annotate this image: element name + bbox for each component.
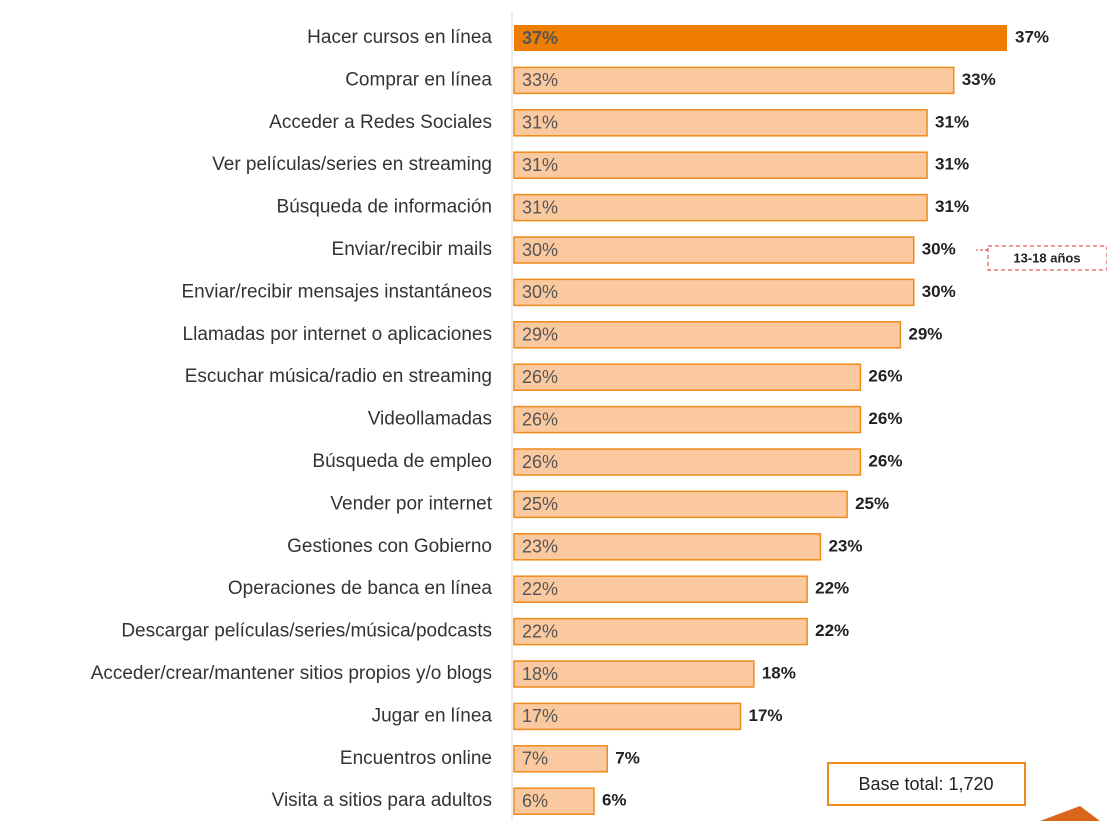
value-label: 33% xyxy=(962,70,996,89)
value-label: 17% xyxy=(749,706,783,725)
bar-inner-label: 22% xyxy=(522,579,558,599)
category-label: Acceder a Redes Sociales xyxy=(269,112,492,133)
bar-inner-label: 30% xyxy=(522,282,558,302)
callout-text: 13-18 años xyxy=(1013,250,1080,265)
bar xyxy=(513,151,928,179)
bar xyxy=(513,405,862,434)
value-label: 31% xyxy=(935,197,969,216)
bar-inner-label: 25% xyxy=(522,494,558,514)
category-label: Encuentros online xyxy=(340,748,492,769)
bar xyxy=(513,745,609,773)
bar xyxy=(513,533,822,561)
value-label: 37% xyxy=(1015,27,1049,46)
bar-inner-label: 37% xyxy=(522,28,558,48)
category-label: Enviar/recibir mails xyxy=(332,239,492,260)
bar-inner-label: 22% xyxy=(522,621,558,641)
bar-inner-label: 31% xyxy=(522,155,558,175)
value-label: 31% xyxy=(935,155,969,174)
value-label: 22% xyxy=(815,621,849,640)
bar-inner-label: 26% xyxy=(522,452,558,472)
bar xyxy=(513,617,808,646)
bar-inner-label: 6% xyxy=(522,791,548,811)
category-label: Operaciones de banca en línea xyxy=(228,578,493,599)
bar-inner-label: 26% xyxy=(522,367,558,387)
bar-inner-label: 23% xyxy=(522,537,558,557)
value-label: 7% xyxy=(615,748,640,767)
category-label: Jugar en línea xyxy=(372,705,493,726)
bar xyxy=(513,660,755,688)
category-label: Comprar en línea xyxy=(345,69,492,90)
category-label: Videollamadas xyxy=(368,409,492,430)
bar-inner-label: 31% xyxy=(522,197,558,217)
bar xyxy=(513,321,902,349)
value-label: 25% xyxy=(855,494,889,513)
bar xyxy=(513,787,595,815)
callout-box xyxy=(987,245,1107,271)
value-label: 22% xyxy=(815,579,849,598)
value-label: 18% xyxy=(762,663,796,682)
category-label: Vender por internet xyxy=(330,493,492,514)
bar xyxy=(513,490,848,519)
value-label: 29% xyxy=(908,324,942,343)
category-label: Gestiones con Gobierno xyxy=(287,536,492,557)
value-label: 23% xyxy=(828,536,862,555)
value-label: 26% xyxy=(868,367,902,386)
bar xyxy=(514,25,1007,51)
bar xyxy=(513,109,928,137)
value-label: 26% xyxy=(868,451,902,470)
category-label: Descargar películas/series/música/podcas… xyxy=(121,621,492,642)
value-label: 30% xyxy=(922,282,956,301)
bar xyxy=(513,702,742,731)
category-label: Visita a sitios para adultos xyxy=(272,790,492,811)
category-label: Enviar/recibir mensajes instantáneos xyxy=(182,281,493,302)
value-label: 31% xyxy=(935,112,969,131)
bar-inner-label: 18% xyxy=(522,664,558,684)
bar-inner-label: 30% xyxy=(522,240,558,260)
value-label: 6% xyxy=(602,791,627,810)
value-label: 30% xyxy=(922,239,956,258)
value-label: 26% xyxy=(868,409,902,428)
bar-inner-label: 31% xyxy=(522,113,558,133)
bar-inner-label: 17% xyxy=(522,706,558,726)
bar xyxy=(513,363,862,391)
bar-inner-label: 29% xyxy=(522,325,558,345)
category-label: Búsqueda de información xyxy=(277,197,492,218)
bar xyxy=(513,193,928,222)
decoration xyxy=(1040,806,1100,821)
category-label: Hacer cursos en línea xyxy=(307,27,492,48)
bar-inner-label: 33% xyxy=(522,70,558,90)
bar xyxy=(513,66,955,95)
category-label: Llamadas por internet o aplicaciones xyxy=(183,324,492,345)
category-label: Acceder/crear/mantener sitios propios y/… xyxy=(91,663,492,684)
category-label: Ver películas/series en streaming xyxy=(212,154,492,175)
base-box xyxy=(827,762,1026,806)
bar xyxy=(513,575,808,603)
bar xyxy=(513,278,915,307)
bar-inner-label: 26% xyxy=(522,409,558,429)
bar-inner-label: 7% xyxy=(522,749,548,769)
base-note: Base total: 1,720 xyxy=(858,774,993,794)
category-label: Escuchar música/radio en streaming xyxy=(185,366,492,387)
category-label: Búsqueda de empleo xyxy=(312,451,492,472)
bar xyxy=(513,236,915,264)
bar xyxy=(513,448,862,476)
